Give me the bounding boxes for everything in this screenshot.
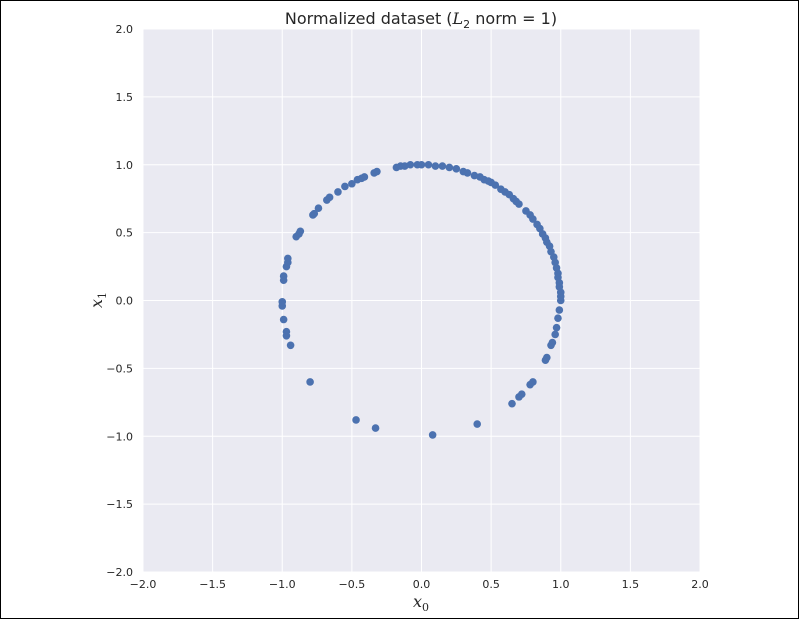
data-point-68 xyxy=(278,298,287,306)
data-point-61 xyxy=(352,416,360,424)
data-point-58 xyxy=(473,420,482,428)
data-point-27 xyxy=(529,215,537,223)
x-tick-label-7: 1.5 xyxy=(622,578,640,591)
y-tick-label-7: 1.5 xyxy=(116,91,134,104)
data-point-57 xyxy=(508,399,516,408)
data-point-63 xyxy=(286,341,295,350)
x-tick-label-5: 0.5 xyxy=(482,578,500,591)
data-point-18 xyxy=(491,181,500,189)
x-axis-label-subscript: 0 xyxy=(422,601,429,614)
y-axis-label-subscript: 1 xyxy=(96,292,109,299)
data-point-24 xyxy=(515,200,523,208)
data-point-60 xyxy=(371,424,380,432)
y-tick-label-5: 0.5 xyxy=(116,227,134,240)
y-axis-label-symbol: x xyxy=(87,299,106,308)
data-point-81 xyxy=(325,193,334,202)
x-tick-label-8: 2.0 xyxy=(691,578,709,591)
data-point-45 xyxy=(555,306,564,314)
data-point-7 xyxy=(431,162,440,170)
data-point-44 xyxy=(556,296,565,305)
chart-title-subscript: 2 xyxy=(463,18,470,31)
chart-title-prefix: Normalized dataset ( xyxy=(285,9,453,28)
data-point-48 xyxy=(551,330,559,339)
data-point-10 xyxy=(452,165,461,173)
data-point-78 xyxy=(310,209,319,218)
data-point-87 xyxy=(360,173,369,181)
x-tick-label-0: −2.0 xyxy=(130,578,157,591)
data-point-47 xyxy=(552,323,561,332)
y-tick-label-3: −0.5 xyxy=(106,362,133,375)
data-point-82 xyxy=(334,188,342,196)
x-tick-label-1: −1.5 xyxy=(199,578,226,591)
chart-title-suffix: norm = 1) xyxy=(470,9,557,28)
x-axis-label-symbol: x xyxy=(413,592,422,611)
y-tick-label-4: 0.0 xyxy=(116,295,134,308)
data-point-76 xyxy=(296,227,305,236)
data-point-46 xyxy=(554,314,562,322)
x-tick-label-3: −0.5 xyxy=(339,578,366,591)
y-tick-label-0: −2.0 xyxy=(106,566,133,579)
data-point-9 xyxy=(445,163,454,172)
chart-title: Normalized dataset (L2 norm = 1) xyxy=(285,9,557,31)
data-point-73 xyxy=(284,254,292,263)
data-point-79 xyxy=(314,204,323,212)
x-axis-label: x0 xyxy=(413,592,429,614)
y-tick-label-8: 2.0 xyxy=(116,23,134,36)
data-point-83 xyxy=(341,182,349,191)
chart-title-symbol: L xyxy=(452,9,464,28)
data-point-70 xyxy=(279,272,288,280)
data-point-1 xyxy=(417,160,426,169)
x-tick-label-2: −1.0 xyxy=(269,578,296,591)
y-tick-labels: −2.0 −1.5 −1.0 −0.5 0.0 0.5 1.0 1.5 2.0 xyxy=(106,23,133,579)
data-points xyxy=(278,160,565,439)
data-point-12 xyxy=(463,169,472,177)
y-tick-label-2: −1.0 xyxy=(106,430,133,443)
data-point-65 xyxy=(282,327,291,336)
data-point-62 xyxy=(306,378,314,386)
data-point-6 xyxy=(392,163,401,172)
x-tick-label-6: 1.0 xyxy=(552,578,570,591)
data-point-8 xyxy=(438,162,447,170)
x-tick-labels: −2.0 −1.5 −1.0 −0.5 0.0 0.5 1.0 1.5 2.0 xyxy=(130,578,709,591)
data-point-56 xyxy=(515,393,523,401)
data-point-54 xyxy=(526,380,534,389)
data-point-2 xyxy=(424,160,433,169)
y-axis-label: x1 xyxy=(87,292,109,308)
data-point-59 xyxy=(428,431,437,439)
y-tick-label-1: −1.5 xyxy=(106,498,133,511)
y-tick-label-6: 1.0 xyxy=(116,159,134,172)
data-point-89 xyxy=(373,167,381,176)
data-point-66 xyxy=(279,315,288,324)
data-point-50 xyxy=(547,341,555,350)
data-point-52 xyxy=(541,356,550,365)
x-tick-label-4: 0.0 xyxy=(413,578,431,591)
data-point-84 xyxy=(348,179,356,188)
